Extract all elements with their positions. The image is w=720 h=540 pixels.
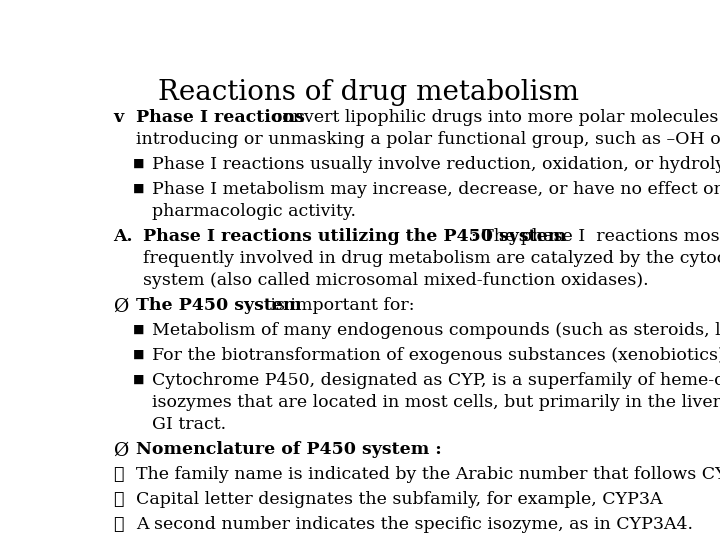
Text: Ø: Ø — [113, 298, 128, 315]
Text: introducing or unmasking a polar functional group, such as –OH or –NH2.: introducing or unmasking a polar functio… — [137, 131, 720, 148]
Text: v: v — [113, 110, 124, 126]
Text: ■: ■ — [132, 157, 144, 170]
Text: Phase I reactions utilizing the P450 system: Phase I reactions utilizing the P450 sys… — [143, 228, 566, 245]
Text: Reactions of drug metabolism: Reactions of drug metabolism — [158, 79, 580, 106]
Text: A second number indicates the specific isozyme, as in CYP3A4.: A second number indicates the specific i… — [137, 516, 693, 534]
Text: The family name is indicated by the Arabic number that follows CYP,: The family name is indicated by the Arab… — [137, 467, 720, 483]
Text: Nomenclature of P450 system :: Nomenclature of P450 system : — [137, 441, 442, 458]
Text: frequently involved in drug metabolism are catalyzed by the cytochrome P450: frequently involved in drug metabolism a… — [143, 251, 720, 267]
Text: is important for:: is important for: — [265, 298, 414, 314]
Text: Metabolism of many endogenous compounds (such as steroids, lipids): Metabolism of many endogenous compounds … — [152, 322, 720, 339]
Text: ■: ■ — [132, 322, 144, 335]
Text: Phase I reactions: Phase I reactions — [137, 110, 305, 126]
Text: For the biotransformation of exogenous substances (xenobiotics).: For the biotransformation of exogenous s… — [152, 347, 720, 365]
Text: The P450 system: The P450 system — [137, 298, 302, 314]
Text: ✓: ✓ — [113, 491, 124, 508]
Text: ✓: ✓ — [113, 516, 124, 534]
Text: Ø: Ø — [113, 441, 128, 460]
Text: pharmacologic activity.: pharmacologic activity. — [152, 204, 356, 220]
Text: ■: ■ — [132, 181, 144, 194]
Text: convert lipophilic drugs into more polar molecules by: convert lipophilic drugs into more polar… — [267, 110, 720, 126]
Text: ✓: ✓ — [113, 467, 124, 483]
Text: Phase I reactions usually involve reduction, oxidation, or hydrolysis.: Phase I reactions usually involve reduct… — [152, 157, 720, 173]
Text: Phase I metabolism may increase, decrease, or have no effect on: Phase I metabolism may increase, decreas… — [152, 181, 720, 199]
Text: ■: ■ — [132, 373, 144, 386]
Text: : The phase I  reactions most: : The phase I reactions most — [471, 228, 720, 245]
Text: isozymes that are located in most cells, but primarily in the liver and: isozymes that are located in most cells,… — [152, 394, 720, 411]
Text: GI tract.: GI tract. — [152, 416, 226, 433]
Text: system (also called microsomal mixed-function oxidases).: system (also called microsomal mixed-fun… — [143, 272, 648, 289]
Text: A.: A. — [113, 228, 132, 245]
Text: Cytochrome P450, designated as CYP, is a superfamily of heme-containing: Cytochrome P450, designated as CYP, is a… — [152, 373, 720, 389]
Text: Capital letter designates the subfamily, for example, CYP3A: Capital letter designates the subfamily,… — [137, 491, 663, 508]
Text: ■: ■ — [132, 347, 144, 360]
